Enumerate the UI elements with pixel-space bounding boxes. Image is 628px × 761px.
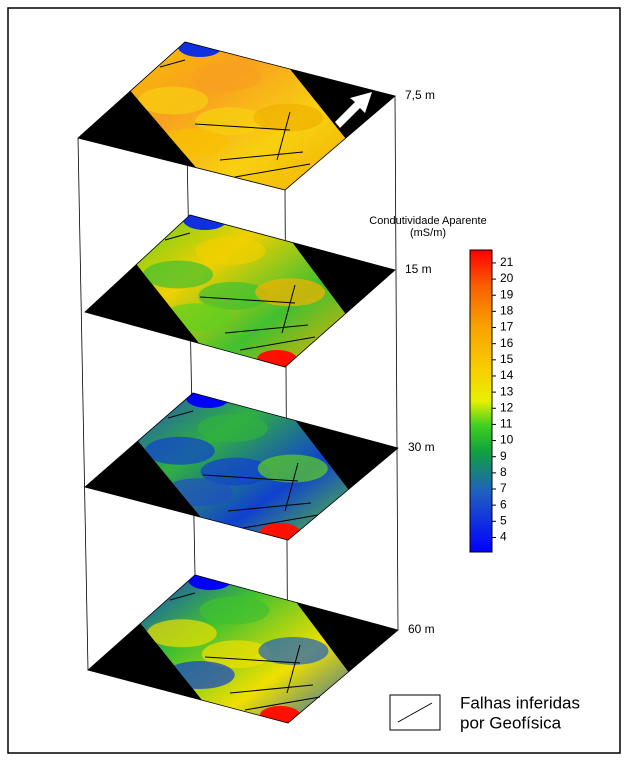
colorbar-tick-label: 18 bbox=[500, 304, 514, 318]
conductivity-blob bbox=[199, 596, 269, 624]
colorbar-ticks: 4 5 6 7 8 9 10 11 12 13 14 15 16 17 18 19 20 21 bbox=[492, 255, 514, 544]
depth-label: 60 m bbox=[408, 622, 435, 636]
layer: 30 m bbox=[85, 388, 435, 541]
anomaly bbox=[178, 37, 222, 57]
conductivity-map bbox=[130, 37, 345, 190]
conductivity-blob bbox=[147, 619, 217, 647]
conductivity-blob bbox=[198, 414, 268, 442]
conductivity-map bbox=[136, 210, 345, 368]
conductivity-blob bbox=[143, 261, 213, 289]
colorbar-tick-label: 5 bbox=[500, 513, 507, 527]
depth-label: 15 m bbox=[405, 262, 432, 276]
colorbar-tick-label: 8 bbox=[500, 465, 507, 479]
colorbar-tick-label: 19 bbox=[500, 287, 514, 301]
colorbar-tick-label: 16 bbox=[500, 336, 514, 350]
conductivity-map bbox=[138, 388, 349, 541]
colorbar-tick-label: 10 bbox=[500, 433, 514, 447]
conductivity-blob bbox=[138, 87, 208, 115]
conductivity-blob bbox=[191, 63, 261, 91]
anomaly bbox=[186, 388, 230, 408]
colorbar-tick-label: 6 bbox=[500, 497, 507, 511]
legend-text: Falhas inferidas bbox=[460, 693, 580, 712]
anomaly bbox=[260, 706, 300, 724]
colorbar-tick-label: 17 bbox=[500, 320, 514, 334]
frame-edge bbox=[78, 138, 88, 670]
anomaly bbox=[257, 350, 297, 368]
layer-stack: 7,5 m 15 m 30 m 60 m bbox=[78, 37, 435, 724]
colorbar-tick-label: 12 bbox=[500, 400, 514, 414]
colorbar-tick-label: 11 bbox=[500, 417, 513, 431]
conductivity-blob bbox=[258, 455, 328, 483]
frame-edge bbox=[395, 96, 398, 630]
colorbar-title: Condutividade Aparente bbox=[369, 215, 486, 227]
anomaly bbox=[183, 210, 227, 230]
conductivity-blob bbox=[145, 437, 215, 465]
colorbar-tick-label: 15 bbox=[500, 352, 514, 366]
colorbar-tick-label: 20 bbox=[500, 271, 514, 285]
colorbar-tick-label: 13 bbox=[500, 384, 514, 398]
depth-label: 30 m bbox=[408, 440, 435, 454]
conductivity-blob bbox=[195, 237, 265, 265]
layer: 60 m bbox=[88, 570, 435, 724]
colorbar-tick-label: 9 bbox=[500, 449, 507, 463]
colorbar-tick-label: 7 bbox=[500, 481, 507, 495]
colorbar-tick-label: 14 bbox=[500, 368, 514, 382]
figure: 7,5 m 15 m 30 m 60 m Condutividade Aparente… bbox=[0, 0, 628, 761]
colorbar-tick-label: 4 bbox=[500, 530, 507, 544]
colorbar-unit: (mS/m) bbox=[410, 227, 446, 239]
legend-text: por Geofísica bbox=[460, 713, 562, 732]
colorbar bbox=[470, 250, 492, 552]
conductivity-map bbox=[140, 570, 348, 724]
layer: 7,5 m bbox=[78, 37, 435, 190]
colorbar-tick-label: 21 bbox=[500, 255, 514, 269]
depth-label: 7,5 m bbox=[405, 88, 435, 102]
layer: 15 m bbox=[85, 210, 432, 368]
